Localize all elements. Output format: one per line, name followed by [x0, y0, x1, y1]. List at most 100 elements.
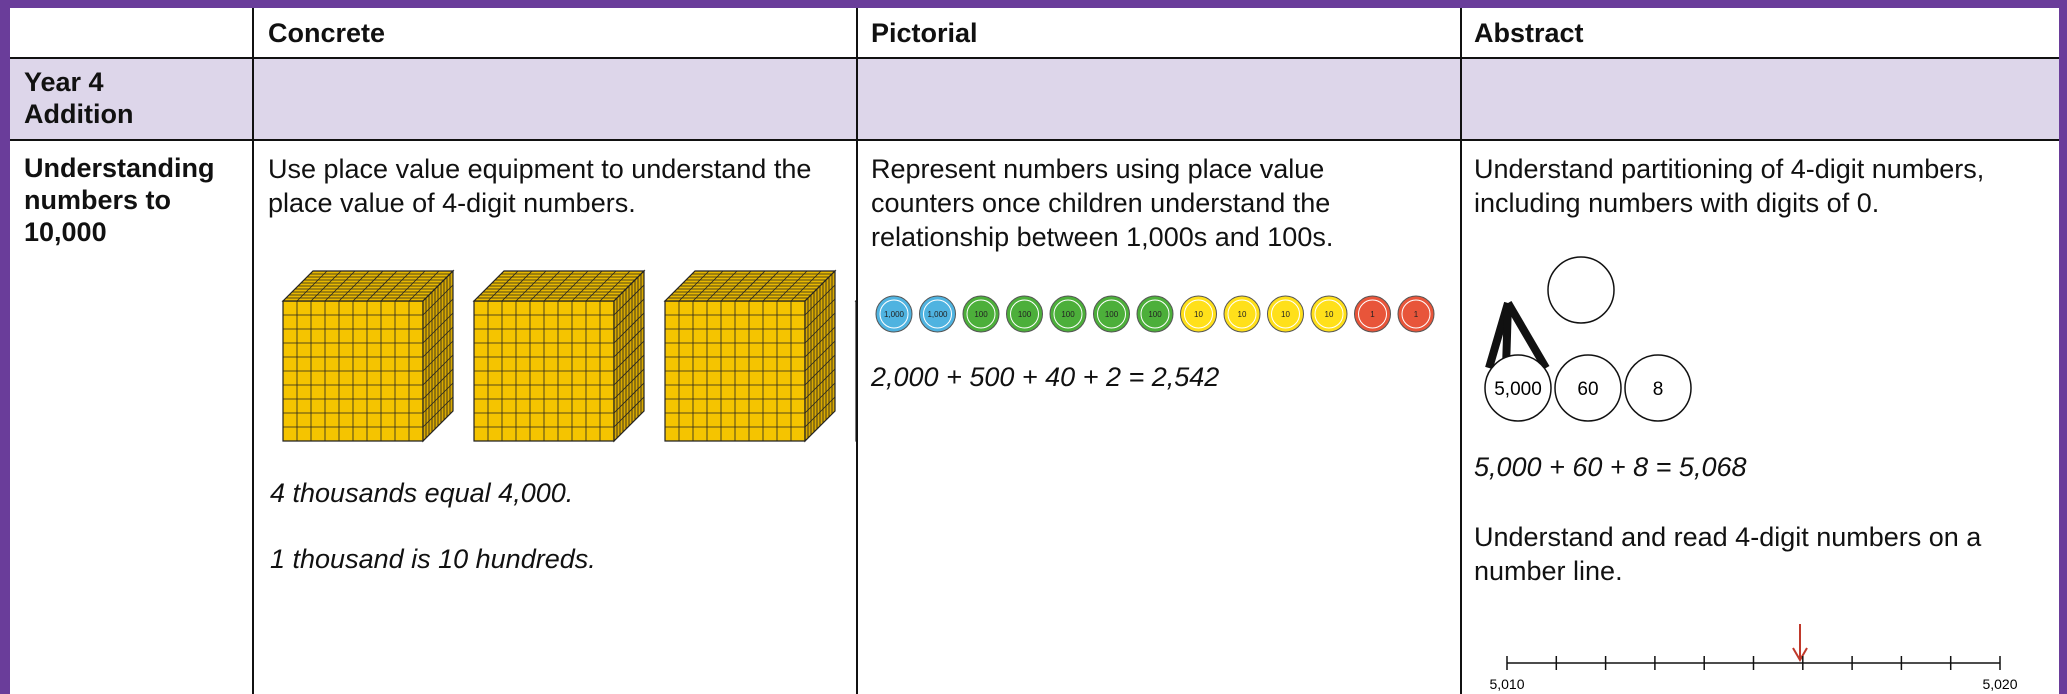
concrete-text: Use place value equipment to understand … [268, 154, 812, 218]
number-line-label: 5,010 [1489, 676, 1524, 692]
counter-label: 10 [1281, 310, 1290, 319]
number-line-label: 5,020 [1982, 676, 2017, 692]
part-circle [1624, 354, 1692, 422]
part-circle [1484, 354, 1552, 422]
whole-circle [1547, 256, 1615, 324]
counter [1180, 295, 1217, 333]
cube-grid [804, 368, 836, 400]
cube-grid [748, 270, 780, 302]
counter-ring [1010, 299, 1039, 329]
counter [962, 295, 1000, 333]
counter-label: 1 [1414, 310, 1419, 319]
cube-grid [599, 270, 631, 302]
cube-grid [613, 340, 645, 372]
cube-grid [613, 368, 645, 400]
counter-ring [1053, 299, 1083, 329]
cube-grid [557, 270, 589, 302]
cube-grid [422, 396, 454, 428]
counter-label: 10 [1238, 310, 1247, 319]
cube-grid [366, 270, 398, 302]
counter [1006, 295, 1043, 333]
cube-grid [613, 382, 645, 414]
part-label: 8 [1653, 379, 1664, 400]
counter-label: 100 [1061, 310, 1075, 319]
pictorial-text: Represent numbers using place value coun… [871, 154, 1334, 252]
counter-ring [923, 299, 952, 329]
counter-ring [1401, 299, 1431, 329]
section-band [10, 58, 2059, 140]
cube-grid [790, 270, 822, 302]
cube-grid [804, 354, 836, 386]
cube-grid [380, 270, 412, 302]
counter-label: 100 [1018, 310, 1032, 319]
equation: 5,000 + 60 + 8 = 5,068 [1474, 452, 1747, 482]
counter-ring [1097, 299, 1126, 329]
part-label: 5,000 [1494, 379, 1542, 400]
counter-ring [1140, 299, 1170, 329]
cube-grid [422, 368, 454, 400]
counter [875, 295, 913, 333]
cube-grid [804, 382, 836, 414]
counter-ring [1358, 299, 1387, 329]
connector [1504, 300, 1550, 371]
cube-grid [585, 270, 617, 302]
counter [919, 295, 956, 333]
diagrams: 1,000 1,000 100 100 100 100 100 10 10 10 10 1 1 5,000… [875, 256, 2018, 692]
counter-label: 1,000 [884, 310, 905, 319]
cube-grid [804, 396, 836, 428]
cube-grid [571, 270, 603, 302]
part-circle [1554, 354, 1622, 422]
counter-ring [1184, 299, 1213, 329]
counter-ring [1227, 299, 1257, 329]
counter-label: 100 [1148, 310, 1162, 319]
counter-label: 10 [1194, 310, 1203, 319]
equation: 2,000 + 500 + 40 + 2 = 2,542 [871, 362, 1220, 392]
header-cell: Pictorial [871, 18, 978, 48]
rule [1460, 8, 1462, 694]
counter [1136, 295, 1174, 333]
counter [1310, 295, 1348, 333]
counter-label: 10 [1325, 310, 1334, 319]
counter-ring [879, 299, 909, 329]
counter [1093, 295, 1130, 333]
table: Concrete Pictorial Abstract Year 4 Addit… [10, 8, 2059, 694]
rule [10, 57, 2059, 59]
cube-grid [422, 354, 454, 386]
counter [1049, 295, 1087, 333]
cube-grid [408, 270, 440, 302]
counter-label: 100 [1105, 310, 1119, 319]
part-label: 60 [1577, 379, 1598, 400]
counter-label: 1,000 [927, 310, 948, 319]
section-title: Year 4 Addition [24, 67, 134, 129]
caption: 4 thousands equal 4,000. [270, 478, 574, 508]
counter [1354, 295, 1391, 333]
counter-label: 1 [1370, 310, 1375, 319]
cube-grid [394, 270, 426, 302]
arrow-head [1792, 647, 1808, 662]
abstract-text: Understand partitioning of 4-digit numbe… [1474, 154, 1985, 218]
cube-grid [613, 396, 645, 428]
cube-grid [776, 270, 808, 302]
counter-ring [1314, 299, 1344, 329]
cube-grid [613, 354, 645, 386]
rule [10, 139, 2059, 141]
cube-grid [762, 270, 794, 302]
caption: 1 thousand is 10 hundreds. [270, 544, 596, 574]
base-ten-cubes [281, 269, 856, 443]
counter-ring [1271, 299, 1300, 329]
counter-label: 100 [974, 310, 988, 319]
counter-ring [966, 299, 996, 329]
counter [1223, 295, 1261, 333]
cube-grid [422, 382, 454, 414]
rule [252, 8, 254, 694]
row-heading: Understanding numbers to 10,000 [24, 153, 215, 247]
counter [1397, 295, 1435, 333]
cube-grid [422, 340, 454, 372]
rule [856, 8, 858, 694]
header-cell: Concrete [268, 18, 386, 48]
counter [1267, 295, 1304, 333]
cube-grid [804, 340, 836, 372]
abstract-text: Understand and read 4-digit numbers on a… [1474, 522, 1982, 586]
header-cell: Abstract [1474, 18, 1584, 48]
